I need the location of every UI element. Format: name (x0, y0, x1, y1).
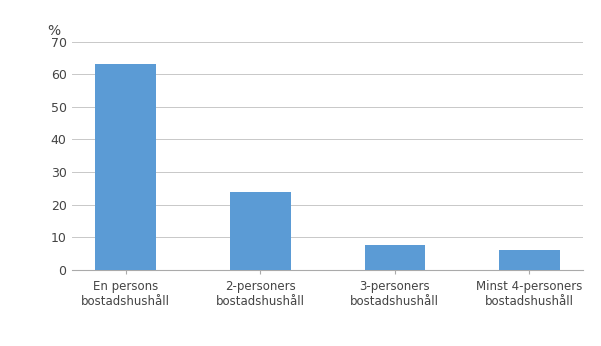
Text: %: % (47, 24, 61, 38)
Bar (96, 64, 156, 270)
Bar (365, 245, 425, 270)
Bar (499, 250, 560, 270)
Bar (230, 192, 290, 270)
